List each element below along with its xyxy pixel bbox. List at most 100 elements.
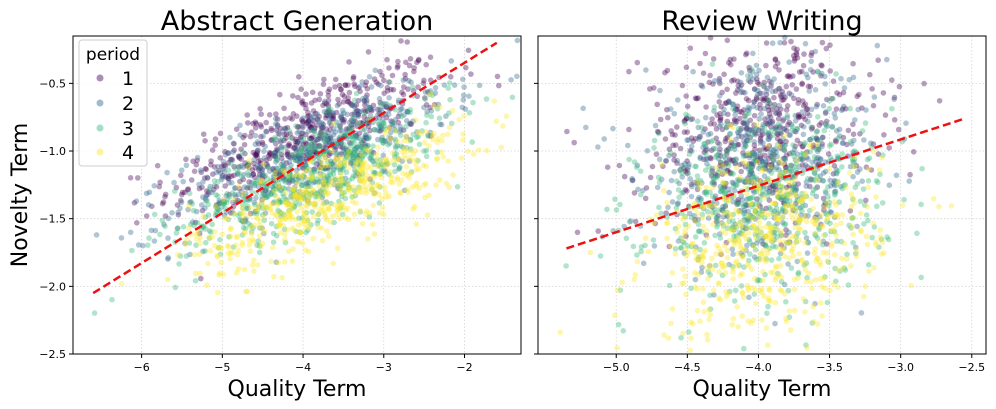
scatter-point-period-3 [827,154,834,161]
scatter-point-period-2 [734,129,741,136]
scatter-point-period-1 [300,165,306,171]
scatter-point-period-4 [346,186,352,193]
scatter-point-period-3 [271,199,278,205]
scatter-point-period-2 [353,144,360,151]
scatter-point-period-2 [711,179,717,186]
scatter-point-period-2 [251,182,258,189]
scatter-point-period-3 [695,221,702,228]
scatter-point-period-1 [854,93,860,100]
scatter-point-period-1 [564,128,570,135]
scatter-point-period-4 [333,175,340,182]
scatter-point-period-2 [838,107,845,114]
scatter-point-period-3 [821,199,828,206]
scatter-point-period-2 [305,128,312,134]
scatter-point-period-3 [839,151,845,157]
scatter-point-period-2 [461,84,467,90]
scatter-point-period-1 [323,110,330,116]
scatter-point-period-3 [747,251,753,257]
scatter-point-period-3 [849,156,856,162]
scatter-point-period-2 [213,169,220,176]
scatter-point-period-1 [830,171,837,177]
scatter-point-period-4 [290,186,296,192]
scatter-point-period-4 [831,199,838,205]
scatter-point-period-1 [621,173,628,180]
scatter-point-period-3 [774,234,780,240]
scatter-point-period-3 [703,189,709,195]
legend-marker-4 [96,148,104,156]
scatter-point-period-4 [253,207,260,213]
scatter-point-period-2 [823,168,829,175]
scatter-point-period-4 [295,192,301,199]
scatter-point-period-2 [744,196,750,203]
scatter-point-period-4 [873,242,879,248]
scatter-point-period-3 [830,95,836,102]
scatter-point-period-1 [317,132,323,139]
scatter-point-period-4 [326,207,332,213]
scatter-point-period-4 [811,250,818,256]
scatter-point-period-3 [287,175,294,181]
scatter-point-period-4 [383,127,390,134]
scatter-point-period-1 [664,106,670,113]
scatter-point-period-2 [738,193,745,199]
scatter-point-period-1 [338,114,345,121]
scatter-point-period-3 [775,194,782,201]
scatter-point-period-3 [273,223,280,230]
scatter-point-period-3 [189,201,196,207]
scatter-point-period-2 [200,179,206,185]
scatter-point-period-3 [301,195,307,201]
legend-marker-1 [96,74,104,82]
scatter-point-period-2 [262,143,269,150]
scatter-point-period-3 [275,181,282,187]
scatter-point-period-3 [783,198,789,204]
scatter-point-period-4 [767,211,773,217]
scatter-point-period-1 [270,152,277,159]
scatter-point-period-1 [725,111,731,118]
scatter-point-period-3 [261,217,268,224]
scatter-point-period-1 [326,152,332,159]
scatter-point-period-1 [761,95,768,102]
scatter-point-period-4 [785,192,791,198]
scatter-point-period-4 [316,183,323,190]
scatter-point-period-2 [376,128,383,134]
scatter-point-period-1 [793,200,799,207]
scatter-point-period-2 [732,160,739,167]
scatter-point-period-3 [848,225,854,231]
scatter-point-period-3 [695,228,702,235]
scatter-point-period-4 [757,230,764,236]
scatter-point-period-3 [213,209,219,215]
scatter-point-period-2 [786,132,793,138]
scatter-point-period-4 [829,228,836,234]
scatter-point-period-2 [742,121,748,127]
scatter-point-period-3 [754,278,761,284]
scatter-point-period-1 [795,100,801,106]
scatter-point-period-3 [352,145,358,151]
scatter-point-period-3 [810,187,817,193]
scatter-point-period-2 [301,174,308,181]
scatter-point-period-3 [278,146,285,153]
scatter-point-period-4 [722,262,729,269]
scatter-point-period-3 [330,171,337,178]
scatter-point-period-2 [692,218,699,224]
scatter-point-period-3 [770,210,776,217]
scatter-point-period-1 [384,88,391,94]
scatter-point-period-2 [595,144,601,150]
scatter-point-period-1 [856,91,862,98]
scatter-point-period-4 [812,246,819,252]
scatter-point-period-4 [694,286,700,292]
scatter-point-period-4 [301,210,308,216]
scatter-point-period-4 [742,246,748,253]
scatter-point-period-1 [183,156,189,163]
scatter-point-period-2 [361,135,367,141]
scatter-point-period-2 [846,76,853,83]
scatter-point-period-2 [759,238,765,244]
scatter-point-period-2 [93,232,100,238]
scatter-point-period-1 [250,149,257,156]
scatter-point-period-4 [763,258,769,265]
scatter-point-period-4 [674,229,680,235]
scatter-point-period-1 [293,136,299,143]
scatter-point-period-2 [752,216,759,222]
scatter-point-period-2 [319,120,325,126]
scatter-point-period-4 [355,157,362,163]
scatter-point-period-4 [363,190,370,196]
scatter-point-period-4 [324,182,331,189]
